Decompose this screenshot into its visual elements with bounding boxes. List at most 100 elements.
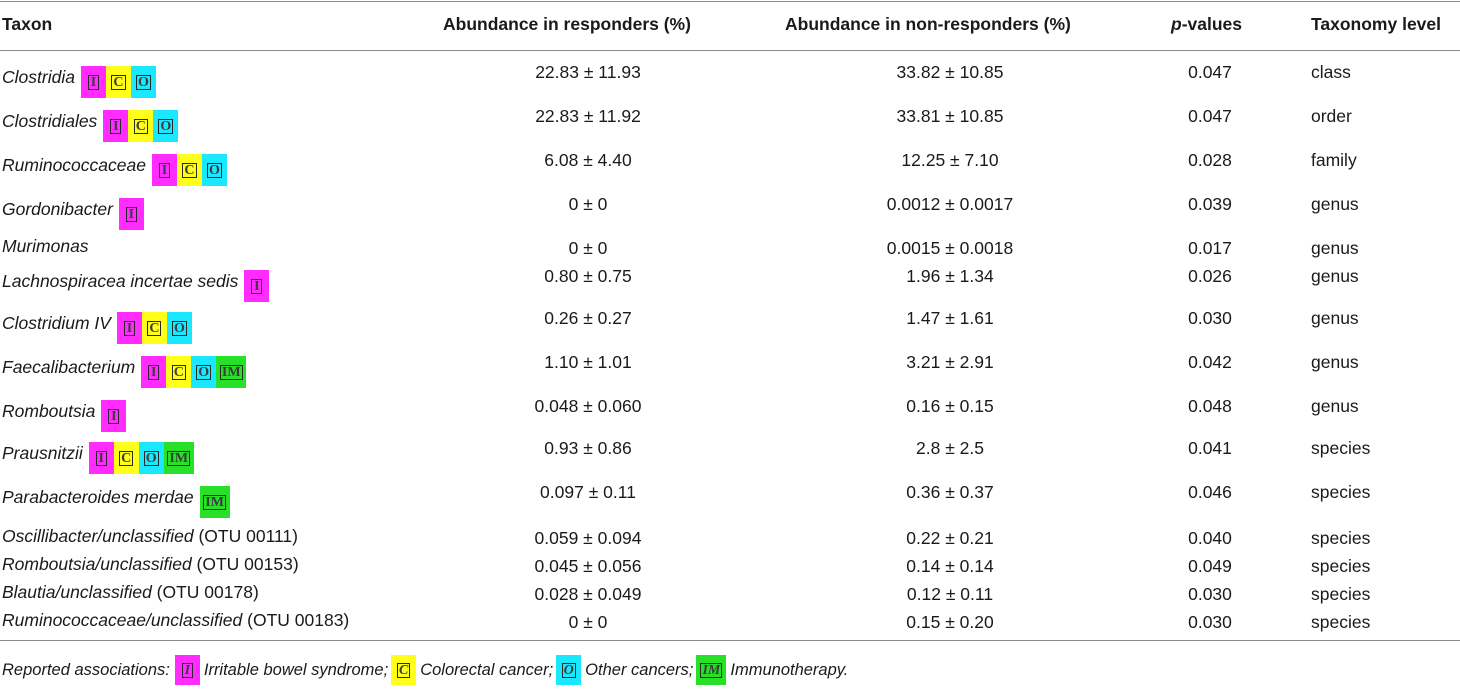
cell-taxonomy-level: species [1311,556,1371,576]
table-row: Clostridium IV I C O 0.26 ± 0.27 1.47 ± 1.61 0… [0,306,1460,346]
badge-im-icon: IM [163,442,194,474]
cell-taxonomy-level: genus [1311,396,1359,416]
association-badges: I [118,198,144,230]
cell-taxon: Ruminococcaceae I C O [2,148,227,186]
cell-responders: 22.83 ± 11.93 [535,62,641,82]
badge-c-icon: C [391,655,417,685]
cell-taxon: Ruminococcaceae/unclassified (OTU 00183) [2,610,349,631]
table-row: Blautia/unclassified (OTU 00178) 0.028 ± … [0,582,1460,608]
badge-o-icon: O [166,312,192,344]
badge-c-icon: C [105,66,131,98]
cell-responders: 0 ± 0 [568,194,608,214]
cell-responders: 6.08 ± 4.40 [544,150,632,170]
badge-letter: C [133,118,148,134]
cell-p-value: 0.017 [1188,238,1232,258]
cell-non-responders: 0.16 ± 0.15 [906,396,994,416]
cell-taxon: Murimonas [2,236,89,257]
cell-non-responders: 0.0015 ± 0.0018 [886,238,1014,258]
cell-taxon: Romboutsia/unclassified (OTU 00153) [2,554,299,575]
cell-non-responders: 1.96 ± 1.34 [906,266,994,286]
badge-im-icon: IM [696,655,727,685]
footnote-item-text: Immunotherapy. [730,660,849,679]
association-badges: I [244,270,270,302]
taxon-name: Oscillibacter/unclassified [2,526,194,546]
badge-letter: I [125,206,137,222]
badge-i-icon: I [151,154,177,186]
table-top-rule [0,1,1460,2]
table-row: Parabacteroides merdae IM 0.097 ± 0.11 0.36… [0,480,1460,522]
table-bottom-rule [0,640,1460,641]
cell-taxon: Prausnitzii I C O IM [2,436,194,474]
badge-o-icon: O [201,154,227,186]
badge-c-icon: C [113,442,139,474]
header-p-italic: p [1171,14,1182,34]
header-taxon: Taxon [2,14,53,34]
cell-responders: 0.097 ± 0.11 [540,482,636,502]
footnote: Reported associations: I Irritable bowel … [2,655,848,685]
taxon-otu-suffix: (OTU 00178) [151,582,259,602]
table-row: Ruminococcaceae/unclassified (OTU 00183)… [0,610,1460,636]
table-row: Romboutsia/unclassified (OTU 00153) 0.045… [0,554,1460,580]
badge-c-icon: C [176,154,202,186]
badge-o-icon: O [130,66,156,98]
cell-taxonomy-level: species [1311,528,1371,548]
badge-letter: C [171,364,186,380]
cell-responders: 0.045 ± 0.056 [534,556,642,576]
cell-non-responders: 33.81 ± 10.85 [896,106,1004,126]
header-p-rest: -values [1181,14,1243,34]
taxon-name: Gordonibacter [2,199,113,219]
footnote-item-text: Irritable bowel syndrome; [203,660,389,679]
badge-o-icon: O [138,442,164,474]
badge-i-icon: I [80,66,106,98]
cell-taxonomy-level: species [1311,584,1371,604]
cell-p-value: 0.047 [1188,106,1232,126]
badge-c-icon: C [141,312,167,344]
table-header-rule [0,50,1460,51]
badge-letter: I [95,450,107,466]
table-row: Clostridiales I C O 22.83 ± 11.92 33.81 ± 10.… [0,104,1460,144]
cell-non-responders: 0.12 ± 0.11 [906,584,994,604]
badge-i-icon: I [103,110,129,142]
cell-responders: 1.10 ± 1.01 [544,352,632,372]
badge-o-icon: O [191,356,217,388]
taxon-name: Clostridia [2,67,75,87]
cell-p-value: 0.047 [1188,62,1232,82]
badge-letter: I [251,278,263,294]
cell-p-value: 0.030 [1188,584,1232,604]
cell-taxonomy-level: genus [1311,266,1359,286]
cell-responders: 0.059 ± 0.094 [534,528,642,548]
badge-i-icon: I [174,655,200,685]
badge-c-icon: C [166,356,192,388]
cell-responders: 0.93 ± 0.86 [544,438,632,458]
cell-responders: 0.048 ± 0.060 [534,396,642,416]
association-badges: I C O IM [88,442,194,474]
cell-p-value: 0.039 [1188,194,1232,214]
association-badges: I C O IM [141,356,247,388]
badge-letter: O [207,162,222,178]
footnote-item-text: Colorectal cancer; [420,660,554,679]
cell-taxonomy-level: genus [1311,238,1359,258]
badge-letter: O [171,320,187,336]
badge-letter: O [136,74,151,90]
badge-letter: O [143,450,159,466]
association-badges: IM [199,486,230,518]
badge-i-icon: I [88,442,114,474]
cell-non-responders: 0.36 ± 0.37 [906,482,994,502]
taxon-name: Clostridium IV [2,313,111,333]
badge-letter: IM [167,450,191,466]
association-badges: I [101,400,127,432]
cell-p-value: 0.030 [1188,612,1232,632]
table-header: Taxon Abundance in responders (%) Abunda… [0,14,1460,42]
footnote-intro: Reported associations: [2,660,170,679]
taxon-name: Clostridiales [2,111,98,131]
badge-letter: C [119,450,134,466]
cell-p-value: 0.046 [1188,482,1232,502]
badge-o-icon: O [556,655,582,685]
badge-letter: I [110,118,122,134]
table-row: Oscillibacter/unclassified (OTU 00111) 0.… [0,526,1460,552]
taxon-name: Romboutsia/unclassified [2,554,192,574]
badge-letter: I [108,408,120,424]
cell-responders: 0 ± 0 [568,238,608,258]
cell-taxonomy-level: order [1311,106,1352,126]
